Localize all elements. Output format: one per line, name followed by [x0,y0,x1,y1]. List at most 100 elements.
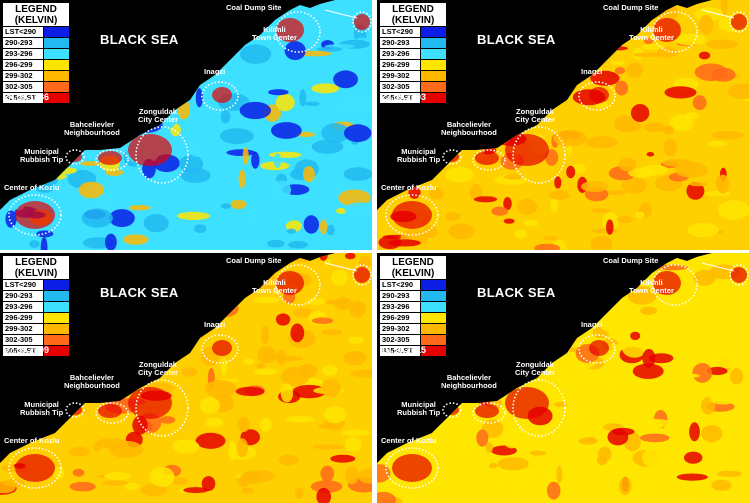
legend-row: 299-302 [380,70,446,81]
municipal-tip-label: Municipal Rubbish Tip [397,147,441,164]
legend-row: 296-299 [380,312,446,323]
legend-swatch [43,38,69,48]
zonguldak-label: Zonguldak City Center [138,107,179,124]
legend-title: LEGEND (KELVIN) [14,4,58,26]
legend-label: LST<290 [382,27,414,36]
legend-label: 299-302 [5,71,33,80]
legend-row: 290-293 [380,290,446,301]
study-area-circle [512,126,566,184]
municipal-tip-label: Municipal Rubbish Tip [397,400,441,417]
map-panel: LEGEND (KELVIN) LST<290 290-293 293-296 296-2… [0,253,372,503]
sea-label: BLACK SEA [100,285,179,300]
coal-dump-label: Coal Dump Site [603,3,659,12]
legend-row: 302-305 [380,81,446,92]
study-area-circle [95,402,129,424]
legend-row: 302-305 [380,334,446,345]
legend-row: 302-305 [3,81,69,92]
legend-row: 305<LST [3,345,69,356]
study-area-circle [729,11,749,33]
legend-label: 302-305 [382,82,410,91]
study-area-circle [135,379,189,437]
acquisition-date: 24.09.1986 [4,92,50,102]
kilimli-label: Kilimli Town Center [252,278,297,295]
study-area-circle [578,81,616,111]
study-area-circle [275,11,321,53]
map-panel: LEGEND (KELVIN) LST<290 290-293 293-296 296-2… [377,253,749,503]
legend-label: 290-293 [382,38,410,47]
legend-row: 299-302 [3,70,69,81]
legend-swatch [43,302,69,312]
study-area-circle [385,194,439,236]
legend-label: 302-305 [5,335,33,344]
legend-label: 290-293 [5,38,33,47]
legend-label: 305<LST [382,93,414,102]
zonguldak-label: Zonguldak City Center [515,360,556,377]
study-area-circle [8,194,62,236]
legend: LEGEND (KELVIN) LST<290 290-293 293-296 296-2… [379,2,447,104]
legend-swatch [43,291,69,301]
legend-label: 296-299 [5,313,33,322]
bahcelievler-label: Bahcelievler Neighbourhood [64,373,120,390]
legend-swatch [420,313,446,323]
coal-dump-label: Coal Dump Site [603,256,659,265]
legend-row: 290-293 [3,37,69,48]
study-area-circle [385,447,439,489]
legend-label: 296-299 [382,313,410,322]
legend-swatch [420,335,446,345]
legend-swatch [420,93,446,103]
kozlu-label: Center of Kozlu [381,183,437,192]
legend-swatch [420,346,446,356]
legend-swatch [420,60,446,70]
inagzi-label: Inagzi [204,320,226,329]
kilimli-label: Kilimli Town Center [629,278,674,295]
legend-swatch [420,280,446,290]
legend-swatch [43,82,69,92]
study-area-circle [8,447,62,489]
bahcelievler-label: Bahcelievler Neighbourhood [64,120,120,137]
sea-label: BLACK SEA [477,285,556,300]
legend-swatch [43,71,69,81]
legend-label: LST<290 [5,27,37,36]
study-area-circle [652,264,698,306]
coal-dump-label: Coal Dump Site [226,3,282,12]
legend-label: 293-296 [5,49,33,58]
inagzi-label: Inagzi [581,67,603,76]
legend-swatch [420,291,446,301]
study-area-circle [442,402,462,418]
legend-row: LST<290 [380,279,446,290]
study-area-circle [729,264,749,286]
study-area-circle [275,264,321,306]
legend-row: 302-305 [3,334,69,345]
map-panel: LEGEND (KELVIN) LST<290 290-293 293-296 296-2… [377,0,749,250]
legend: LEGEND (KELVIN) LST<290 290-293 293-296 296-2… [379,255,447,357]
legend-row: 299-302 [3,323,69,334]
legend-swatch [43,49,69,59]
legend-swatch [43,313,69,323]
study-area-circle [201,334,239,364]
legend-label: 302-305 [382,335,410,344]
legend-title: LEGEND (KELVIN) [391,4,435,26]
legend-swatch [420,71,446,81]
legend-row: 293-296 [3,301,69,312]
acquisition-date: 07.09.2009 [4,345,50,355]
legend-row: LST<290 [380,26,446,37]
legend-row: 299-302 [380,323,446,334]
legend-swatch [43,60,69,70]
legend-swatch [420,38,446,48]
acquisition-date: 23.09.2003 [381,92,427,102]
study-area-circle [65,149,85,165]
legend-row: 290-293 [3,290,69,301]
legend: LEGEND (KELVIN) LST<290 290-293 293-296 296-2… [2,255,70,357]
legend-label: 302-305 [5,82,33,91]
lst-map [0,253,372,503]
legend-label: 293-296 [382,49,410,58]
legend-label: LST<290 [382,280,414,289]
legend-swatch [420,324,446,334]
study-area-circle [135,126,189,184]
study-area-circle [472,402,506,424]
lst-map [377,0,749,250]
legend-row: 305<LST [380,345,446,356]
coal-dump-label: Coal Dump Site [226,256,282,265]
study-area-circle [201,81,239,111]
